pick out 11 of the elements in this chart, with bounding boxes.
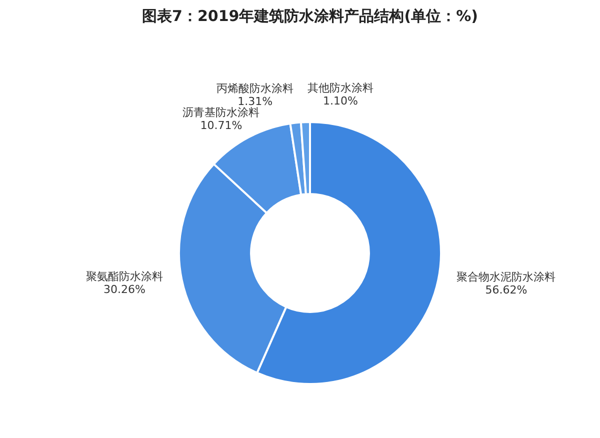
data-label: 56.62% — [485, 284, 528, 297]
slice-label: 丙烯酸防水涂料 — [216, 82, 294, 96]
slice-label: 沥青基防水涂料 — [182, 106, 260, 119]
slice-label: 聚氨酯防水涂料 — [86, 270, 163, 283]
slice-label: 聚合物水泥防水涂料 — [456, 270, 556, 284]
chart-title: 图表7：2019年建筑防水涂料产品结构(单位：%) — [142, 6, 478, 25]
data-label: 1.10% — [322, 94, 358, 108]
data-label: 30.26% — [103, 282, 146, 296]
slice-label: 其他防水涂料 — [307, 81, 374, 94]
data-label: 1.31% — [238, 95, 273, 108]
data-label: 10.71% — [200, 118, 242, 132]
